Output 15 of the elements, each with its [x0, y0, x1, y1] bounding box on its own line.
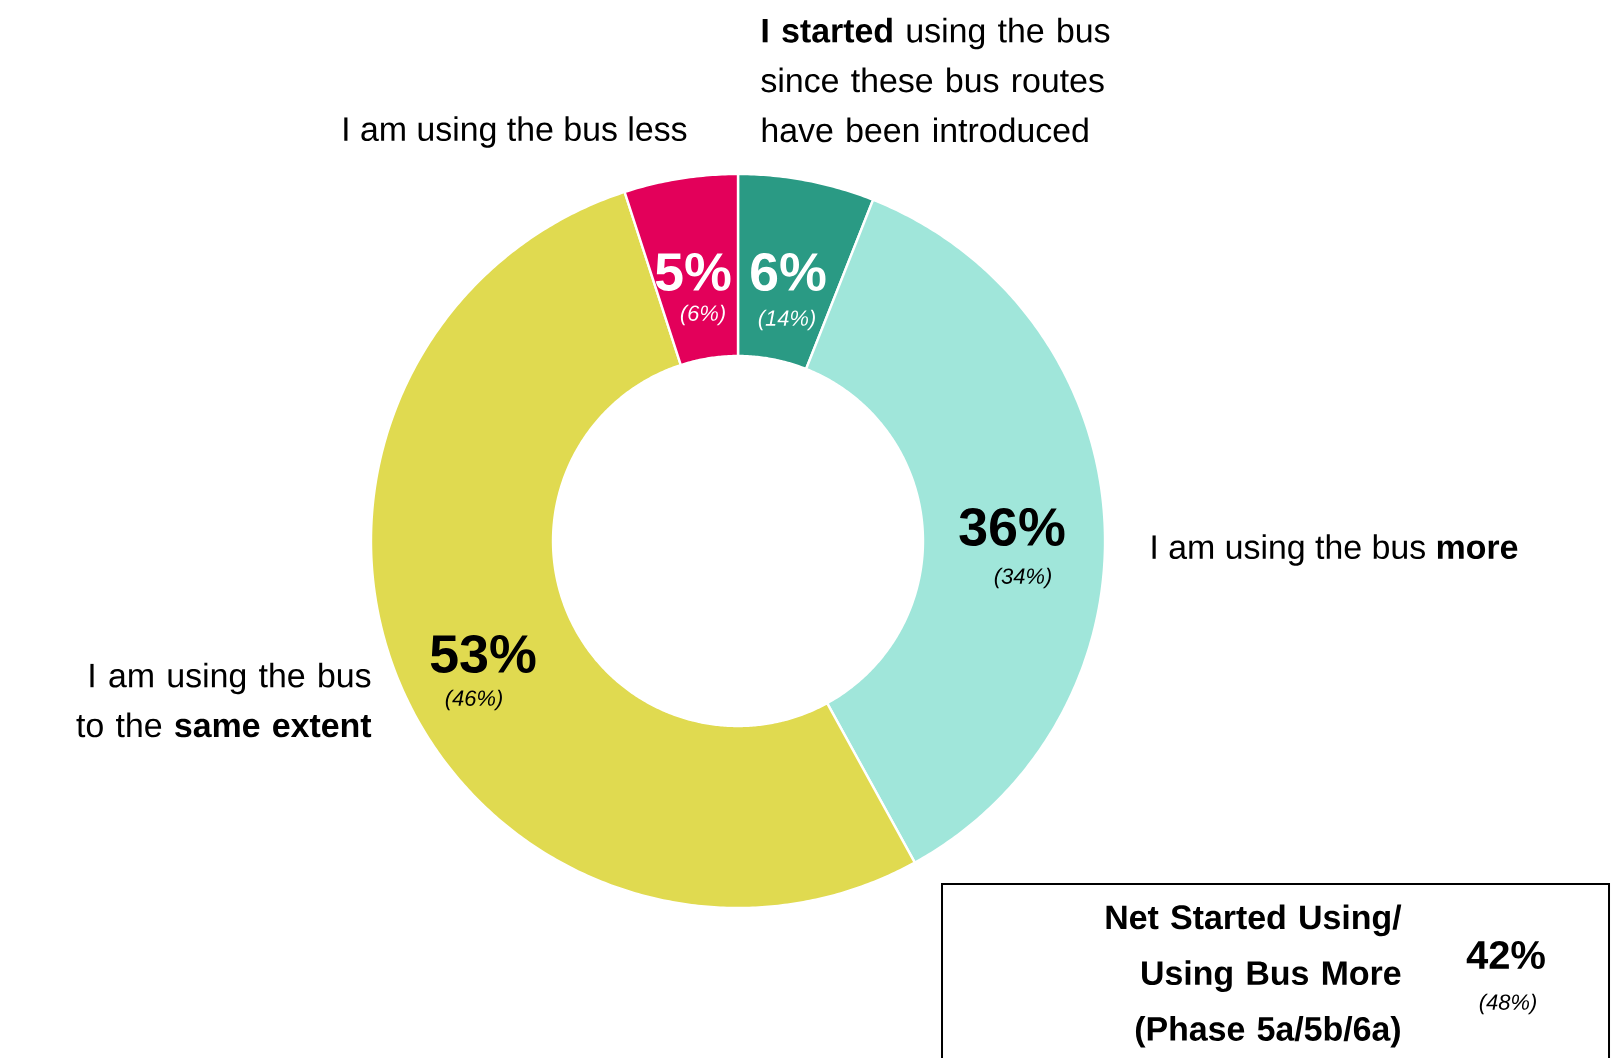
slice-label: I am using the bus to the same extent	[76, 662, 372, 738]
text: (48%)	[1479, 993, 1536, 1015]
text: 42%	[1466, 940, 1545, 970]
text: (46%)	[445, 689, 502, 711]
text: (34%)	[994, 567, 1051, 589]
slice-label: I am using the bus more	[1152, 534, 1518, 566]
text: Net Started Using/ Using Bus More (Phase 5a/5b/6a)	[1106, 904, 1402, 1048]
slice-label: I started using the bus since these bus routes have been introduced	[761, 17, 1110, 143]
data-label: 36%	[959, 507, 1065, 547]
data-label: 5%	[655, 253, 731, 291]
data-label: 6%	[751, 252, 826, 292]
data-label: 53%	[430, 634, 536, 674]
text: (6%)	[680, 304, 725, 326]
slice-label: I am using the bus less	[344, 116, 687, 148]
text: (14%)	[758, 309, 815, 331]
